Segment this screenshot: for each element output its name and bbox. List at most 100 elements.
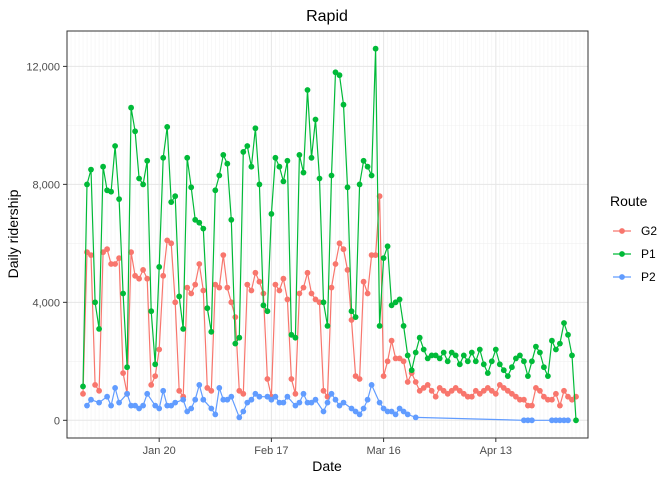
data-point-p1 [112, 143, 118, 149]
data-point-p2 [136, 405, 143, 412]
data-point-p1 [500, 367, 507, 374]
data-point-p1 [304, 87, 311, 93]
data-point-p1 [336, 72, 343, 79]
y-tick-label: 8,000 [32, 179, 60, 191]
data-point-p1 [525, 373, 531, 379]
data-point-g2 [452, 385, 459, 391]
data-point-g2 [232, 314, 239, 320]
data-point-p2 [284, 393, 291, 400]
data-point-g2 [320, 387, 327, 394]
series-p1 [80, 45, 579, 424]
data-point-p2 [549, 417, 555, 424]
data-point-g2 [496, 382, 503, 388]
data-point-p1 [220, 152, 227, 158]
data-point-p1 [272, 154, 279, 161]
data-point-p1 [424, 355, 431, 362]
legend-point-key [619, 274, 625, 280]
data-point-g2 [549, 396, 555, 403]
data-point-p2 [392, 411, 399, 418]
legend-label: P2 [641, 270, 656, 284]
data-point-g2 [448, 387, 455, 394]
data-point-p1 [549, 337, 555, 344]
data-point-p2 [320, 408, 327, 415]
data-point-p1 [108, 188, 114, 195]
data-point-p1 [513, 355, 519, 362]
data-point-p1 [132, 128, 139, 135]
data-point-g2 [488, 387, 495, 394]
data-point-p1 [216, 172, 223, 179]
data-point-g2 [472, 387, 479, 394]
data-point-p1 [352, 314, 359, 320]
data-point-p2 [308, 399, 315, 406]
data-point-g2 [240, 390, 247, 397]
data-point-g2 [280, 275, 287, 282]
data-point-p2 [252, 390, 259, 397]
data-point-p2 [132, 402, 139, 409]
data-point-p1 [80, 383, 86, 390]
data-point-p2 [144, 390, 151, 397]
chart-title: Rapid [306, 8, 348, 25]
data-point-p1 [428, 352, 435, 359]
data-point-p1 [148, 308, 155, 315]
data-point-p2 [116, 399, 122, 406]
data-point-p1 [128, 104, 135, 111]
data-point-g2 [264, 376, 271, 382]
data-point-p1 [232, 340, 239, 347]
data-point-p1 [464, 358, 471, 365]
minor-gridlines [66, 31, 589, 438]
data-point-g2 [316, 299, 323, 306]
data-point-g2 [176, 387, 183, 394]
data-point-p1 [256, 181, 263, 188]
data-point-g2 [220, 252, 227, 258]
data-point-p2 [360, 405, 367, 412]
data-point-p1 [348, 308, 355, 315]
data-point-p1 [408, 367, 415, 374]
data-point-p1 [476, 346, 483, 353]
data-point-g2 [108, 261, 114, 267]
data-point-g2 [208, 387, 215, 394]
data-point-g2 [480, 387, 487, 394]
data-point-g2 [248, 287, 255, 294]
data-point-p1 [328, 172, 335, 179]
data-point-p2 [561, 417, 567, 424]
data-point-g2 [216, 284, 223, 291]
data-point-p1 [368, 172, 375, 179]
data-point-p1 [356, 181, 363, 188]
data-point-p1 [312, 116, 319, 123]
data-point-g2 [144, 275, 151, 282]
data-point-p1 [248, 163, 255, 170]
data-point-p2 [348, 405, 355, 412]
data-point-g2 [148, 382, 155, 388]
data-point-g2 [328, 284, 335, 291]
data-point-g2 [340, 246, 347, 253]
data-point-p1 [340, 101, 347, 108]
data-point-p1 [276, 163, 283, 170]
data-point-g2 [80, 390, 86, 397]
data-point-p1 [140, 181, 147, 188]
data-point-g2 [244, 281, 251, 288]
data-point-g2 [517, 396, 523, 403]
data-point-p1 [320, 299, 327, 306]
data-point-p2 [140, 402, 147, 409]
data-point-p1 [84, 181, 90, 188]
x-tick-label: Jan 20 [143, 445, 176, 457]
data-point-p1 [164, 124, 171, 130]
data-point-p2 [553, 417, 559, 424]
data-point-p2 [296, 399, 303, 406]
data-point-g2 [292, 390, 299, 397]
data-point-p1 [208, 328, 215, 335]
data-point-p1 [120, 290, 126, 297]
data-point-g2 [336, 240, 343, 247]
data-point-p2 [152, 402, 159, 409]
data-point-g2 [308, 290, 315, 297]
data-point-p1 [224, 160, 231, 167]
data-point-p1 [460, 352, 467, 359]
data-point-p1 [412, 349, 419, 356]
data-point-p2 [248, 396, 255, 403]
data-point-g2 [500, 385, 507, 391]
data-point-p1 [360, 157, 367, 164]
data-point-p2 [216, 385, 223, 391]
data-point-p1 [496, 361, 503, 368]
data-point-p2 [256, 393, 263, 400]
data-point-g2 [460, 390, 467, 397]
